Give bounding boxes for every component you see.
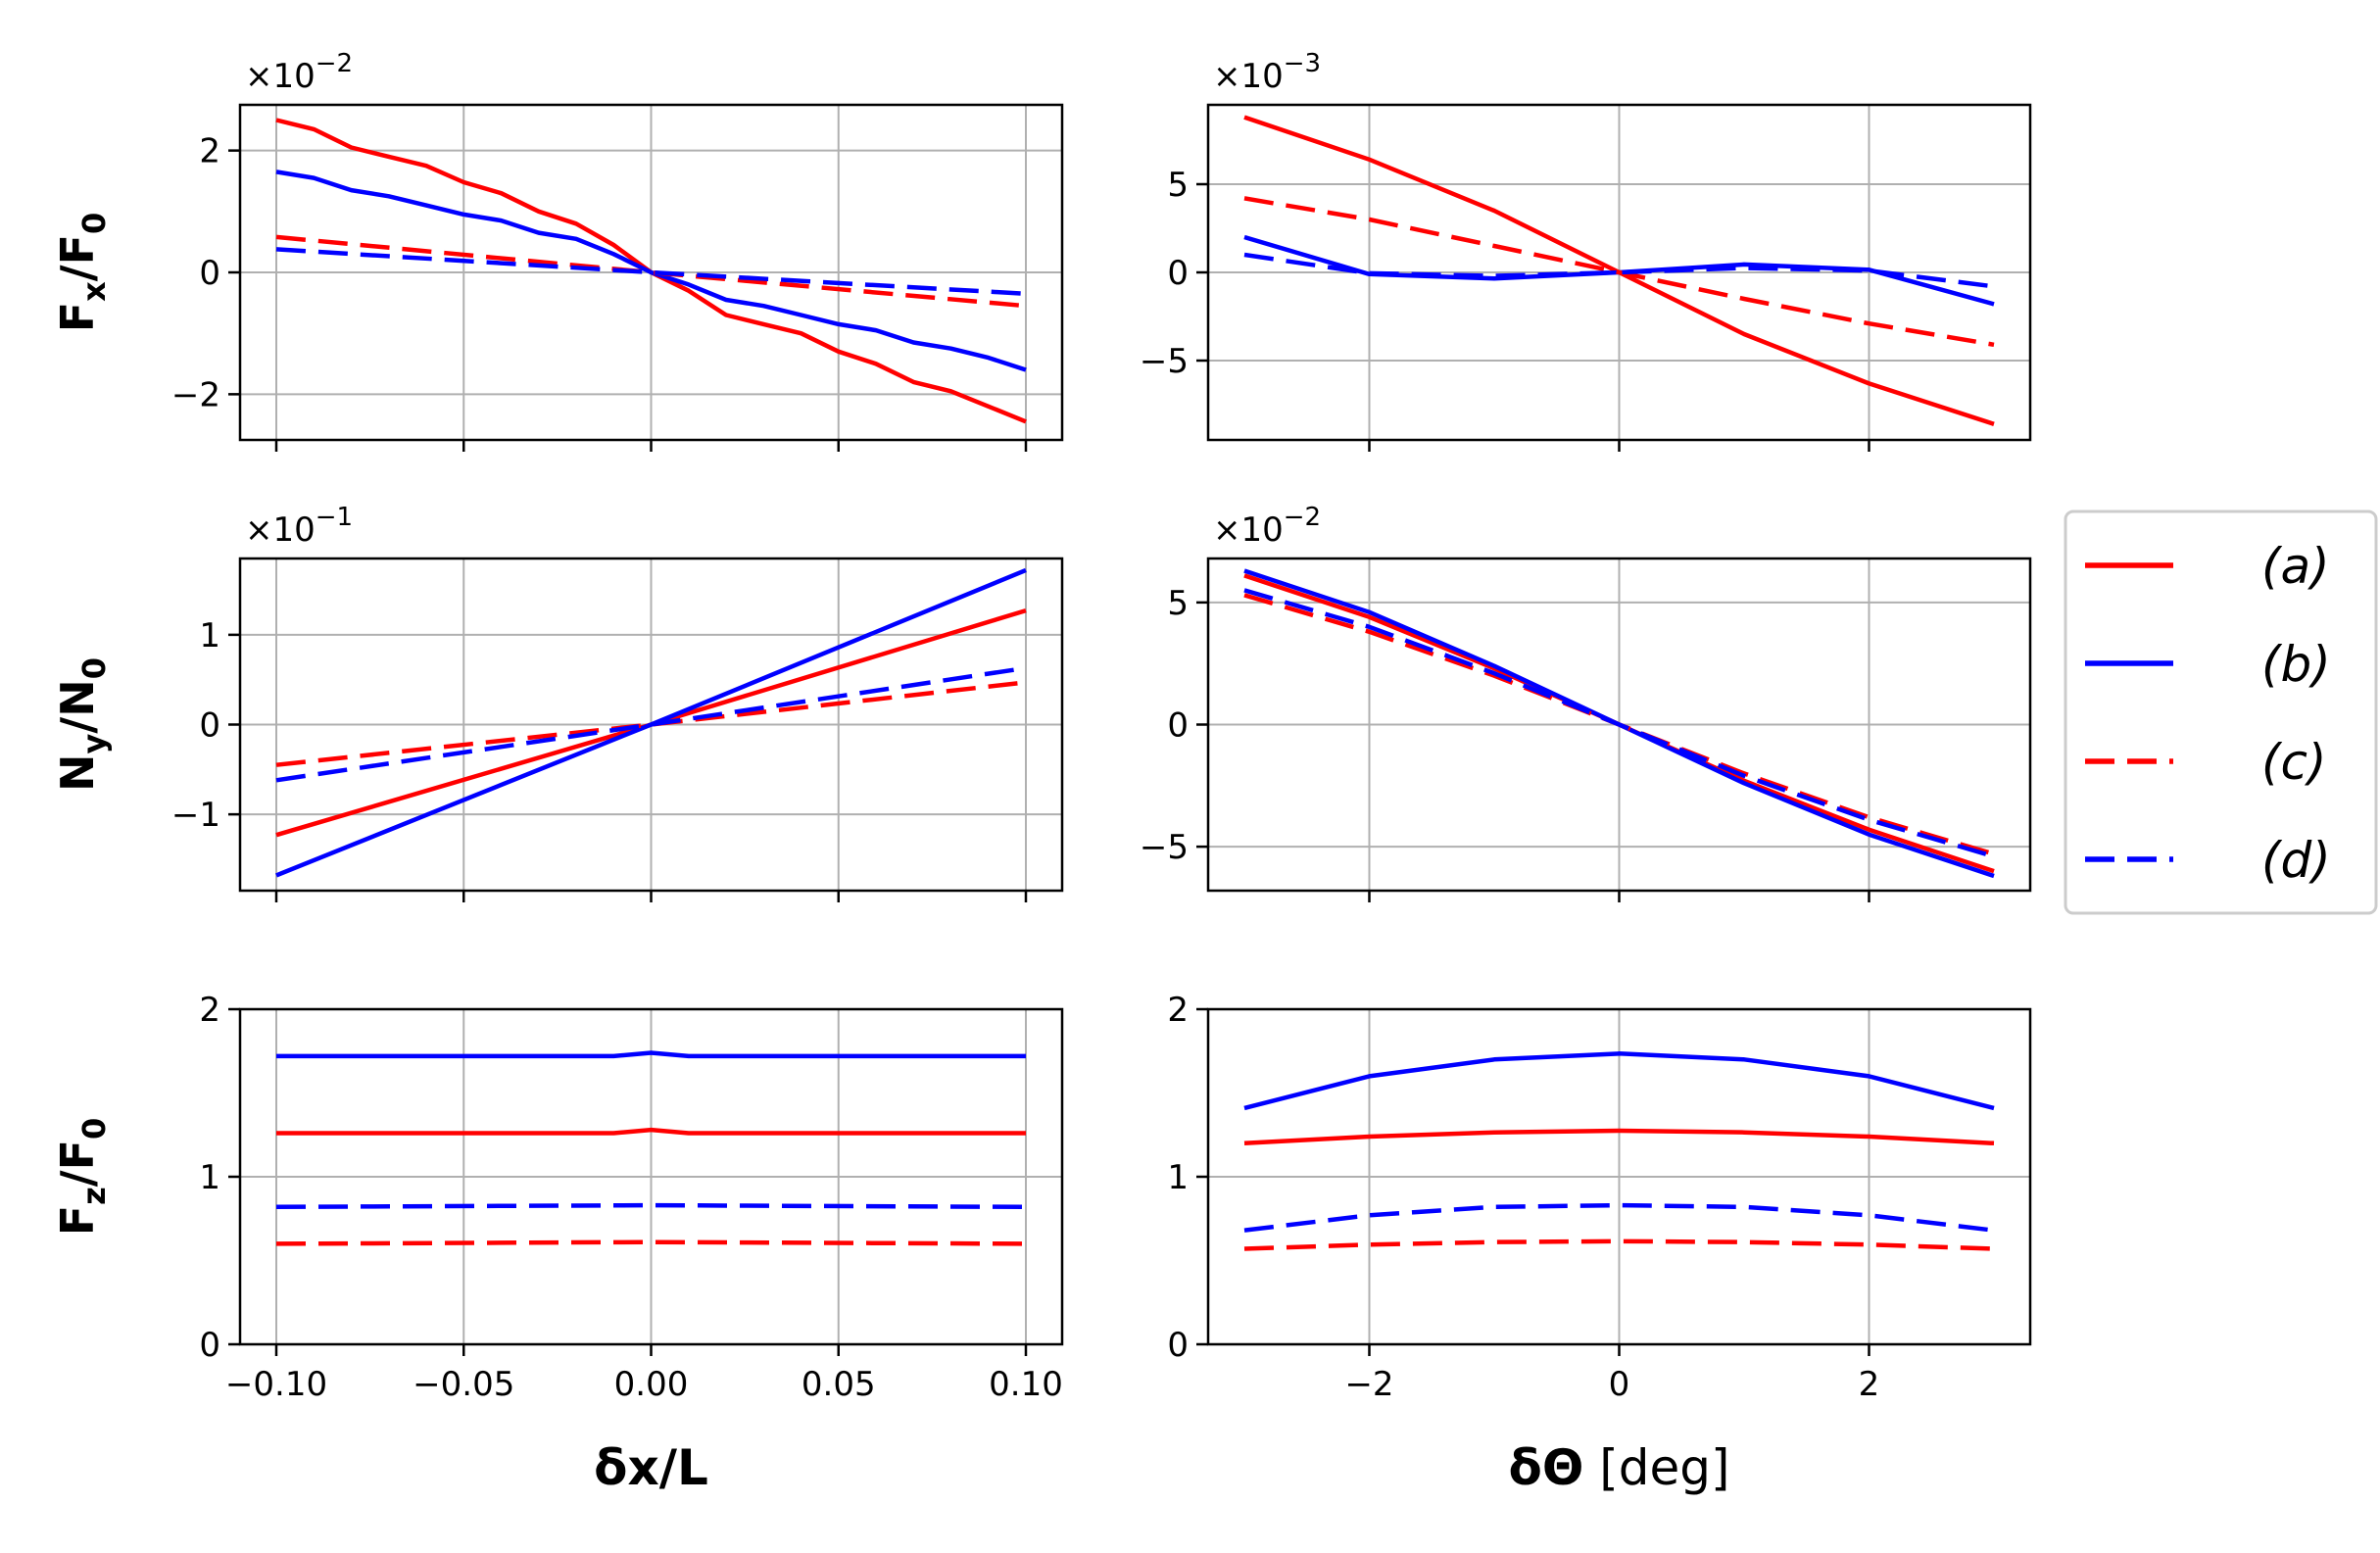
x-tick-label: −0.10 — [225, 1365, 327, 1404]
y-tick-label: −2 — [171, 375, 220, 414]
legend-label: (a) — [2261, 538, 2330, 595]
series-line-b — [1243, 1051, 1995, 1111]
x-tick-label: −2 — [1344, 1365, 1393, 1404]
y-multiplier-exponent: −2 — [316, 49, 353, 78]
x-tick-label: 0.05 — [801, 1365, 876, 1404]
panel-fx-vs-dx: 20−2×10−2Fx/F0 — [51, 49, 1064, 452]
y-tick-label: −5 — [1140, 828, 1189, 867]
y-tick-label: 5 — [1167, 584, 1189, 623]
panel-fz-vs-dtheta: −2 0 2 2 1 0 δΘ [deg] — [1167, 991, 2032, 1496]
y-tick-label: 0 — [1167, 254, 1189, 293]
x-axis-label: δx/L — [594, 1439, 708, 1496]
panel-ny-vs-dx: 10−1×10−1Ny/N0 — [51, 503, 1064, 902]
y-tick-label: 0 — [199, 1326, 220, 1365]
y-multiplier: ×10−2 — [245, 49, 353, 96]
y-tick-label: 1 — [199, 616, 220, 655]
panel-fx-vs-dtheta: 5 0 −5 ×10−3 — [1140, 49, 2032, 452]
series-line-b — [275, 170, 1027, 372]
y-tick-label: 0 — [1167, 1326, 1189, 1365]
y-multiplier: ×10−3 — [1213, 49, 1321, 96]
y-multiplier-exponent: −3 — [1284, 49, 1321, 78]
series-line-d — [1243, 588, 1995, 859]
y-tick-label: 2 — [199, 991, 220, 1030]
y-multiplier: ×10−1 — [245, 503, 353, 550]
legend-frame — [2064, 510, 2378, 915]
legend-label: (c) — [2261, 734, 2327, 791]
series-line-a — [1243, 1128, 1995, 1146]
y-tick-label: 0 — [1167, 706, 1189, 746]
panel-ny-vs-dtheta: 5 0 −5 ×10−2 — [1140, 503, 2032, 902]
series-line-c — [1243, 196, 1995, 348]
legend: (a) (b) (c) (d) — [2064, 510, 2378, 915]
y-tick-label: 0 — [199, 254, 220, 293]
series-line-a — [276, 1127, 1026, 1136]
x-tick-label: 0.10 — [989, 1365, 1063, 1404]
y-axis-label: Fz/F0 — [51, 1118, 113, 1237]
y-axis-label: Fx/F0 — [51, 213, 113, 333]
series-line-b — [275, 567, 1027, 878]
series-line-b — [276, 1050, 1026, 1059]
x-tick-label: −0.05 — [413, 1365, 514, 1404]
y-tick-label: 1 — [199, 1158, 220, 1197]
y-tick-label: 2 — [199, 132, 220, 171]
x-tick-label: 2 — [1859, 1365, 1880, 1404]
x-tick-label: 0.00 — [614, 1365, 689, 1404]
y-tick-label: 0 — [199, 706, 220, 746]
y-multiplier-exponent: −1 — [316, 503, 353, 532]
y-tick-label: 1 — [1167, 1158, 1189, 1197]
y-axis-label: Ny/N0 — [51, 657, 113, 792]
panel-fz-vs-dx: −0.10 −0.05 0.00 0.05 0.10 2 1 0 Fz/F0 δx/L — [51, 991, 1064, 1496]
x-axis-label: δΘ [deg] — [1508, 1439, 1729, 1496]
y-tick-label: 2 — [1167, 991, 1189, 1030]
y-multiplier-exponent: −2 — [1284, 503, 1321, 532]
y-tick-label: −5 — [1140, 342, 1189, 381]
x-tick-label: 0 — [1609, 1365, 1630, 1404]
y-multiplier: ×10−2 — [1213, 503, 1321, 550]
legend-label: (d) — [2261, 832, 2331, 889]
y-tick-label: 5 — [1167, 166, 1189, 205]
y-tick-label: −1 — [171, 796, 220, 835]
legend-label: (b) — [2261, 636, 2331, 693]
